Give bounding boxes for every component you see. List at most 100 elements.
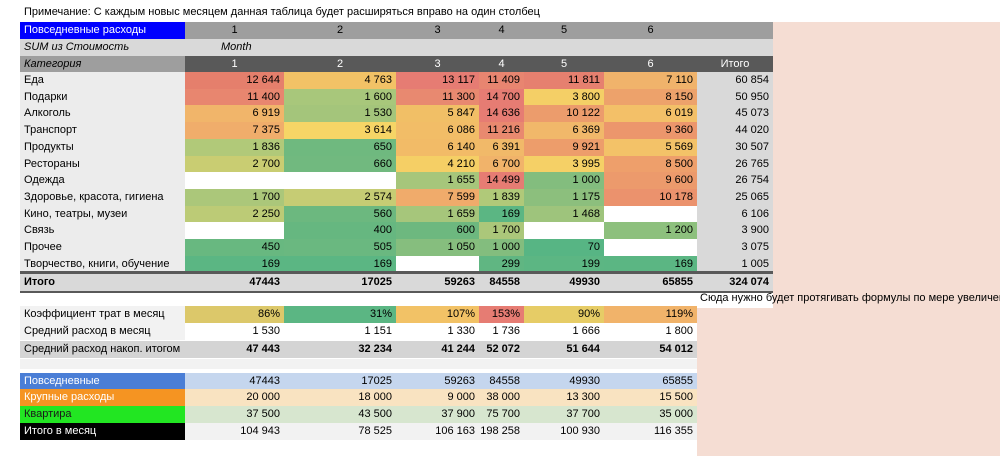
category-label[interactable]: Связь bbox=[20, 222, 185, 240]
category-label[interactable]: Здоровье, красота, гигиена bbox=[20, 188, 185, 206]
value-cell[interactable]: 1 600 bbox=[284, 88, 396, 106]
value-cell[interactable] bbox=[185, 172, 284, 190]
category-label[interactable]: Кино, театры, музеи bbox=[20, 205, 185, 223]
stat-cell[interactable]: 153% bbox=[479, 306, 524, 323]
stat-cell[interactable]: 1 736 bbox=[479, 323, 524, 340]
grand-total-cell[interactable]: 49930 bbox=[524, 274, 604, 291]
grand-total-cell[interactable]: 47443 bbox=[185, 274, 284, 291]
value-cell[interactable] bbox=[396, 255, 479, 273]
summary-cell[interactable]: 38 000 bbox=[479, 389, 524, 406]
stat-cell[interactable]: 86% bbox=[185, 306, 284, 323]
value-cell[interactable]: 7 375 bbox=[185, 122, 284, 140]
value-cell[interactable]: 1 000 bbox=[524, 172, 604, 190]
value-cell[interactable]: 7 110 bbox=[604, 72, 697, 89]
month-header[interactable]: 6 bbox=[604, 56, 697, 73]
month-number-top[interactable]: 3 bbox=[396, 22, 479, 39]
value-cell[interactable]: 3 800 bbox=[524, 88, 604, 106]
grand-total-cell[interactable]: 84558 bbox=[479, 274, 524, 291]
month-number-top[interactable]: 5 bbox=[524, 22, 604, 39]
stat-cell[interactable]: 119% bbox=[604, 306, 697, 323]
stat-cell[interactable]: 41 244 bbox=[396, 341, 479, 358]
month-header[interactable]: 4 bbox=[479, 56, 524, 73]
month-header[interactable]: 3 bbox=[396, 56, 479, 73]
grand-total-cell[interactable]: 17025 bbox=[284, 274, 396, 291]
stat-cell[interactable]: 47 443 bbox=[185, 341, 284, 358]
category-label[interactable]: Еда bbox=[20, 72, 185, 89]
row-total[interactable]: 30 507 bbox=[697, 138, 773, 156]
value-cell[interactable]: 1 700 bbox=[185, 188, 284, 206]
stat-cell[interactable]: 1 666 bbox=[524, 323, 604, 340]
row-total[interactable]: 25 065 bbox=[697, 188, 773, 206]
value-cell[interactable]: 1 050 bbox=[396, 239, 479, 256]
category-label[interactable]: Транспорт bbox=[20, 122, 185, 140]
row-total[interactable]: 60 854 bbox=[697, 72, 773, 89]
value-cell[interactable]: 1 000 bbox=[479, 239, 524, 256]
summary-label[interactable]: Квартира bbox=[20, 406, 185, 423]
summary-cell[interactable]: 116 355 bbox=[604, 423, 697, 440]
grand-total-cell[interactable]: 59263 bbox=[396, 274, 479, 291]
stat-cell[interactable]: 1 330 bbox=[396, 323, 479, 340]
grand-total-sum[interactable]: 324 074 bbox=[697, 274, 773, 291]
value-cell[interactable]: 14 700 bbox=[479, 88, 524, 106]
month-number-top[interactable]: 2 bbox=[284, 22, 396, 39]
category-label[interactable]: Продукты bbox=[20, 138, 185, 156]
value-cell[interactable]: 4 763 bbox=[284, 72, 396, 89]
value-cell[interactable]: 5 569 bbox=[604, 138, 697, 156]
value-cell[interactable]: 1 700 bbox=[479, 222, 524, 240]
stat-cell[interactable]: 31% bbox=[284, 306, 396, 323]
value-cell[interactable]: 505 bbox=[284, 239, 396, 256]
row-total[interactable]: 1 005 bbox=[697, 255, 773, 273]
summary-cell[interactable]: 13 300 bbox=[524, 389, 604, 406]
value-cell[interactable]: 2 700 bbox=[185, 155, 284, 173]
grand-total-label[interactable]: Итого bbox=[20, 274, 185, 291]
category-label[interactable]: Рестораны bbox=[20, 155, 185, 173]
stat-cell[interactable]: 1 151 bbox=[284, 323, 396, 340]
value-cell[interactable]: 8 500 bbox=[604, 155, 697, 173]
month-header[interactable]: 5 bbox=[524, 56, 604, 73]
value-cell[interactable]: 560 bbox=[284, 205, 396, 223]
stat-label[interactable]: Средний расход накоп. итогом bbox=[20, 341, 185, 358]
stat-cell[interactable]: 51 644 bbox=[524, 341, 604, 358]
stat-cell[interactable]: 1 800 bbox=[604, 323, 697, 340]
row-total[interactable]: 44 020 bbox=[697, 122, 773, 140]
value-cell[interactable]: 10 122 bbox=[524, 105, 604, 123]
value-cell[interactable]: 12 644 bbox=[185, 72, 284, 89]
value-cell[interactable]: 11 400 bbox=[185, 88, 284, 106]
column-field-label[interactable]: Month bbox=[185, 39, 773, 56]
value-cell[interactable]: 6 369 bbox=[524, 122, 604, 140]
value-cell[interactable]: 14 636 bbox=[479, 105, 524, 123]
total-header[interactable]: Итого bbox=[697, 56, 773, 73]
summary-cell[interactable]: 37 500 bbox=[185, 406, 284, 423]
stat-cell[interactable]: 32 234 bbox=[284, 341, 396, 358]
stat-cell[interactable]: 52 072 bbox=[479, 341, 524, 358]
value-cell[interactable]: 169 bbox=[479, 205, 524, 223]
stat-cell[interactable]: 90% bbox=[524, 306, 604, 323]
value-cell[interactable]: 400 bbox=[284, 222, 396, 240]
summary-label[interactable]: Повседневные bbox=[20, 373, 185, 390]
value-cell[interactable]: 2 574 bbox=[284, 188, 396, 206]
category-label[interactable]: Прочее bbox=[20, 239, 185, 256]
value-cell[interactable] bbox=[524, 222, 604, 240]
value-cell[interactable]: 6 700 bbox=[479, 155, 524, 173]
summary-cell[interactable]: 47443 bbox=[185, 373, 284, 390]
value-cell[interactable]: 600 bbox=[396, 222, 479, 240]
stat-label[interactable]: Коэффициент трат в месяц bbox=[20, 306, 185, 323]
value-cell[interactable]: 1 659 bbox=[396, 205, 479, 223]
row-total[interactable]: 6 106 bbox=[697, 205, 773, 223]
summary-cell[interactable]: 43 500 bbox=[284, 406, 396, 423]
value-cell[interactable]: 3 995 bbox=[524, 155, 604, 173]
category-label[interactable]: Творчество, книги, обучение bbox=[20, 255, 185, 273]
summary-cell[interactable]: 37 900 bbox=[396, 406, 479, 423]
value-cell[interactable]: 10 178 bbox=[604, 188, 697, 206]
month-number-top[interactable]: 4 bbox=[479, 22, 524, 39]
value-cell[interactable]: 2 250 bbox=[185, 205, 284, 223]
value-cell[interactable]: 9 600 bbox=[604, 172, 697, 190]
row-total[interactable]: 3 075 bbox=[697, 239, 773, 256]
value-cell[interactable]: 6 019 bbox=[604, 105, 697, 123]
summary-cell[interactable]: 35 000 bbox=[604, 406, 697, 423]
value-cell[interactable]: 7 599 bbox=[396, 188, 479, 206]
value-cell[interactable]: 1 839 bbox=[479, 188, 524, 206]
summary-cell[interactable]: 15 500 bbox=[604, 389, 697, 406]
value-cell[interactable] bbox=[604, 205, 697, 223]
grand-total-cell[interactable]: 65855 bbox=[604, 274, 697, 291]
